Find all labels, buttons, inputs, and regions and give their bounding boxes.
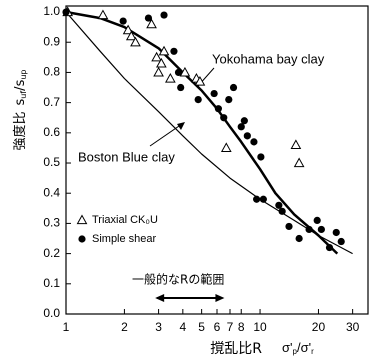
- point: [130, 36, 141, 47]
- y-tick-label: 0.3: [43, 216, 60, 230]
- point: [214, 105, 222, 113]
- x-axis-symbol-part: p: [293, 347, 298, 356]
- legend-marker: [76, 214, 88, 225]
- point: [174, 68, 183, 77]
- point: [179, 66, 191, 77]
- y-axis-label-text: 強度比: [12, 111, 28, 150]
- x-axis-symbol: σ'p/σ'r: [282, 340, 314, 356]
- legend-marker: [78, 235, 86, 243]
- y-tick-label: 0.0: [43, 306, 60, 320]
- x-axis-symbol-part: σ': [282, 340, 293, 355]
- point: [155, 57, 167, 68]
- point: [210, 89, 218, 98]
- point: [125, 30, 137, 41]
- point: [165, 72, 176, 83]
- x-tick-label: 1: [63, 320, 70, 334]
- point: [177, 83, 185, 92]
- point: [243, 132, 251, 140]
- x-axis-symbol-part: r: [311, 347, 314, 356]
- point: [313, 216, 321, 224]
- curve: [65, 11, 353, 255]
- y-axis-label: 強度比 suf/sup: [12, 70, 28, 151]
- x-tick-label: 5: [198, 320, 205, 334]
- arrow-head: [215, 294, 225, 302]
- point: [259, 195, 267, 203]
- y-tick-label: 0.8: [43, 65, 60, 79]
- point: [158, 45, 170, 56]
- point: [146, 18, 157, 29]
- curve-label: Yokohama bay clay: [212, 51, 325, 66]
- point: [332, 228, 340, 237]
- point: [325, 243, 334, 252]
- point: [275, 201, 283, 209]
- legend-label: Simple shear: [92, 233, 157, 245]
- y-axis-symbol: uf: [19, 91, 28, 99]
- point: [229, 83, 238, 92]
- y-tick-label: 0.9: [43, 34, 60, 48]
- y-tick-label: 0.1: [43, 276, 60, 290]
- x-tick-label: 4: [179, 320, 186, 334]
- x-tick-label: 7: [227, 320, 234, 334]
- point: [153, 66, 164, 77]
- point: [285, 222, 293, 231]
- x-axis-symbol-part: /σ': [297, 340, 311, 355]
- annotation-line: [149, 123, 183, 147]
- y-tick-label: 0.5: [43, 155, 60, 169]
- y-tick-label: 0.2: [43, 246, 60, 260]
- x-tick-label: 10: [253, 320, 267, 334]
- y-axis-symbol: s: [13, 98, 28, 105]
- point: [317, 225, 325, 234]
- point: [290, 139, 302, 150]
- legend-label: Triaxial CK₀U: [92, 214, 158, 226]
- point: [170, 47, 178, 55]
- point: [250, 138, 258, 146]
- x-tick-label: 3: [155, 320, 162, 334]
- range-label: 一般的なRの範囲: [132, 272, 224, 287]
- x-tick-label: 30: [346, 320, 360, 334]
- y-tick-label: 1.0: [43, 4, 60, 18]
- point: [278, 207, 286, 215]
- y-axis-symbol: up: [19, 70, 28, 80]
- point: [337, 237, 345, 246]
- point: [151, 51, 162, 62]
- point: [225, 96, 233, 104]
- y-axis-symbol: /s: [13, 79, 28, 90]
- arrow-head: [177, 122, 185, 130]
- curve-label: Boston Blue clay: [78, 149, 175, 164]
- point: [237, 123, 245, 131]
- point: [220, 142, 232, 153]
- x-tick-label: 20: [312, 320, 326, 334]
- point: [257, 153, 265, 161]
- y-tick-label: 0.4: [43, 185, 60, 199]
- point: [160, 11, 168, 19]
- point: [194, 96, 202, 104]
- y-tick-label: 0.6: [43, 125, 60, 139]
- x-tick-label: 8: [238, 320, 245, 334]
- y-tick-label: 0.7: [43, 95, 60, 109]
- point: [119, 17, 127, 25]
- point: [97, 9, 109, 20]
- point: [194, 75, 206, 86]
- point: [240, 117, 248, 125]
- point: [305, 225, 313, 234]
- point: [122, 24, 134, 35]
- point: [253, 195, 261, 203]
- point: [62, 8, 70, 16]
- x-tick-label: 6: [214, 320, 221, 334]
- point: [293, 157, 305, 168]
- x-axis-label: 撹乱比R: [210, 341, 262, 357]
- x-tick-label: 2: [121, 320, 128, 334]
- point: [295, 234, 303, 243]
- arrow-head: [155, 294, 165, 302]
- point: [144, 14, 153, 22]
- point: [220, 114, 228, 122]
